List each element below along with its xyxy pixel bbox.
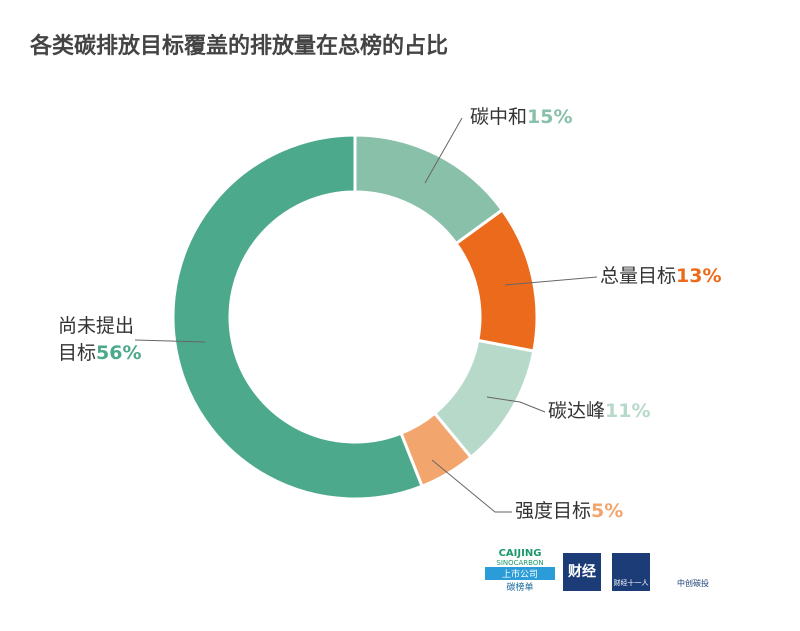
slice-label: 碳达峰11%	[548, 398, 748, 425]
category-label: 碳中和	[470, 106, 528, 128]
logo-text: SINOCARBON	[496, 559, 544, 567]
value-label: 56%	[96, 342, 142, 364]
logo: 中创碳投	[677, 579, 709, 588]
slice-label: 尚未提出目标56%	[58, 313, 142, 367]
chart-title: 各类碳排放目标覆盖的排放量在总榜的占比	[30, 34, 449, 59]
donut-slice	[171, 133, 424, 501]
leader-line	[486, 396, 546, 413]
slice-label: 总量目标13%	[600, 263, 800, 290]
value-label: 11%	[605, 400, 651, 422]
slice-label: 碳中和15%	[470, 104, 670, 131]
logo-text: 上市公司	[485, 567, 555, 580]
value-label: 15%	[527, 106, 573, 128]
slice-label: 强度目标5%	[515, 498, 715, 525]
logo: 财经	[563, 553, 601, 591]
leader-line	[431, 459, 512, 513]
logo: CAIJING SINOCARBON 上市公司 碳榜单	[485, 548, 555, 594]
category-label: 尚未提出目标	[58, 315, 135, 364]
logo-text: 碳榜单	[506, 583, 534, 593]
value-label: 13%	[676, 265, 722, 287]
leader-line	[504, 276, 598, 286]
category-label: 强度目标	[515, 500, 592, 522]
category-label: 碳达峰	[548, 400, 606, 422]
leader-line	[134, 339, 206, 343]
category-label: 总量目标	[600, 265, 677, 287]
logo-text: CAIJING	[498, 548, 542, 559]
logo: 财经十一人	[612, 553, 650, 591]
leader-line	[424, 117, 463, 184]
value-label: 5%	[591, 500, 624, 522]
